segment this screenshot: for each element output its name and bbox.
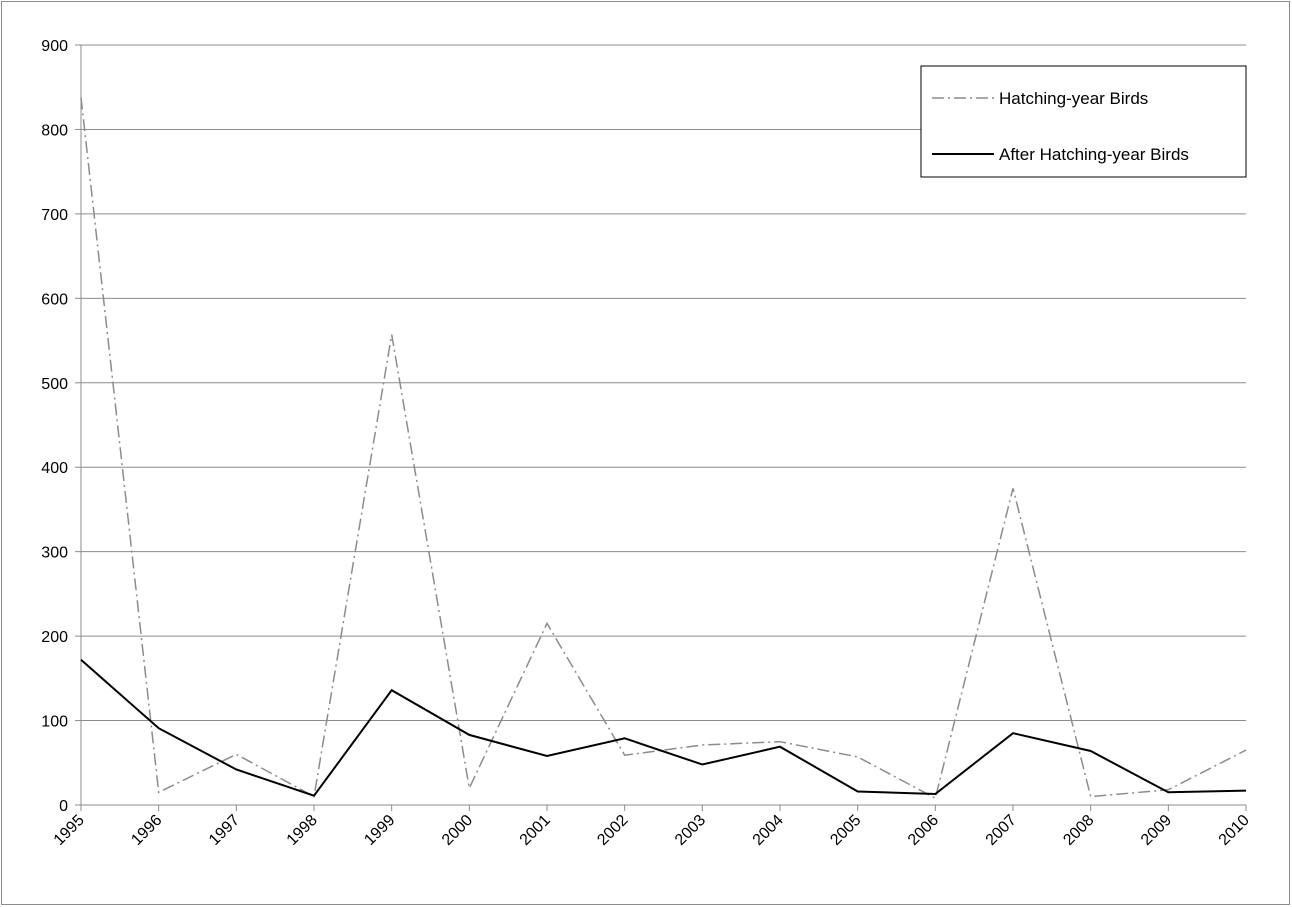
y-tick-label-100: 100 [41, 714, 68, 731]
x-tick-label-1999: 1999 [361, 812, 398, 849]
x-tick-label-1997: 1997 [206, 812, 243, 849]
x-tick-label-1998: 1998 [284, 812, 321, 849]
y-tick-label-800: 800 [41, 122, 68, 139]
legend: Hatching-year Birds After Hatching-year … [920, 65, 1247, 178]
x-tick-label-2005: 2005 [827, 812, 864, 849]
x-tick-label-2000: 2000 [439, 812, 476, 849]
series-line-hatching-year [80, 97, 1247, 800]
y-tick-label-500: 500 [41, 376, 68, 393]
y-tick-label-700: 700 [41, 207, 68, 224]
y-tick-label-300: 300 [41, 545, 68, 562]
x-tick-label-2003: 2003 [672, 812, 709, 849]
axes [80, 45, 1247, 811]
x-tick-label-2004: 2004 [750, 812, 787, 849]
x-tick-label-2006: 2006 [905, 812, 942, 849]
series-lines [80, 97, 1247, 800]
legend-label-hatching-year: Hatching-year Birds [999, 89, 1148, 108]
x-tick-label-2008: 2008 [1060, 812, 1097, 849]
x-tick-label-2007: 2007 [983, 812, 1020, 849]
legend-label-after-hatching-year: After Hatching-year Birds [999, 145, 1189, 164]
y-tick-label-200: 200 [41, 629, 68, 646]
y-tick-label-900: 900 [41, 38, 68, 55]
x-tick-label-1996: 1996 [128, 812, 165, 849]
x-tick-label-2009: 2009 [1138, 812, 1175, 849]
y-tick-label-600: 600 [41, 291, 68, 308]
x-tick-label-2010: 2010 [1216, 812, 1253, 849]
series-line-after-hatching-year [80, 659, 1247, 797]
y-tick-label-400: 400 [41, 460, 68, 477]
x-tick-label-1995: 1995 [51, 812, 88, 849]
x-tick-label-2001: 2001 [517, 812, 554, 849]
gridlines [75, 44, 1246, 806]
x-axis-tick-labels: 1995 1996 1997 1998 1999 2000 2001 2002 2003 2004… [51, 812, 1253, 849]
y-tick-label-0: 0 [59, 798, 68, 815]
y-axis-tick-labels: 0 100 200 300 400 500 600 700 800 900 [41, 38, 68, 815]
x-tick-label-2002: 2002 [594, 812, 631, 849]
legend-box [920, 65, 1247, 178]
